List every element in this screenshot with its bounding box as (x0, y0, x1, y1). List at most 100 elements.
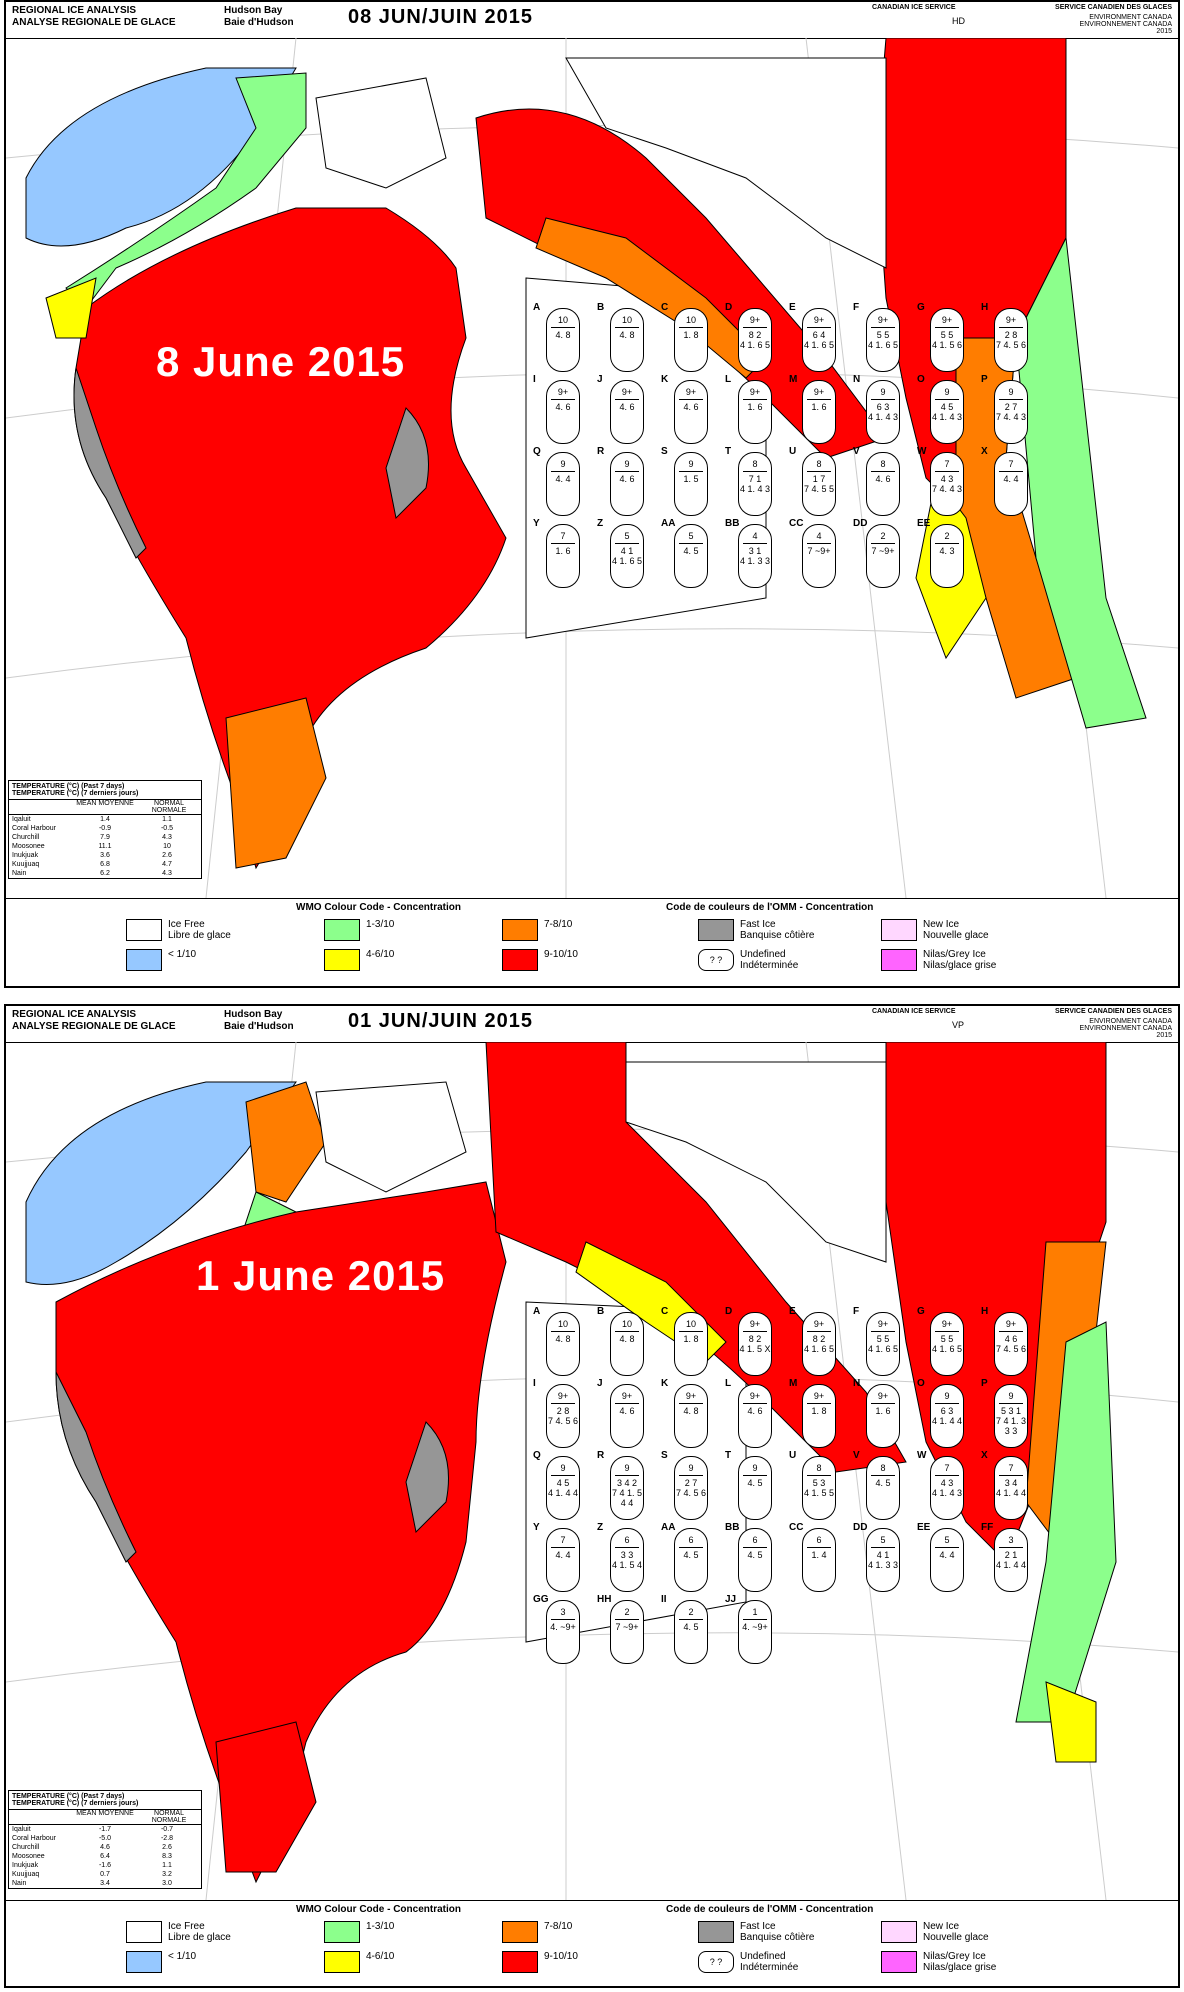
fast-ice-belcher (385, 407, 429, 520)
egg-stage-form: 4. 3 (939, 546, 955, 556)
egg-code: N 9+ 1. 6 (853, 1379, 900, 1448)
egg-id: EE (917, 518, 931, 529)
region-name: Hudson Bay Baie d'Hudson (224, 1009, 294, 1033)
egg-code: GG 3 4. ~9+ (533, 1595, 580, 1664)
egg-code: II 2 4. 5 (661, 1595, 708, 1664)
egg-partial: 3 4 2 (616, 1478, 638, 1488)
egg-concentration: 4 (816, 531, 822, 541)
egg-code: J 9+ 4. 6 (597, 1379, 644, 1448)
baffin-island (625, 1061, 887, 1263)
egg-partial: 4 5 (556, 1478, 570, 1488)
egg-concentration: 9+ (685, 1391, 697, 1401)
egg-code: Y 7 1. 6 (533, 519, 580, 588)
egg-stage-form: 4 1. 6 5 (611, 556, 643, 566)
service-block: CANADIAN ICE SERVICE SERVICE CANADIEN DE… (872, 1008, 1172, 1039)
labrador-yellow-band (1045, 1681, 1097, 1763)
egg-id: V (853, 1450, 860, 1461)
legend-label: New Ice Nouvelle glace (923, 1921, 989, 1943)
egg-divider (679, 471, 703, 472)
egg-code: K 9+ 4. 8 (661, 1379, 708, 1448)
egg-id: A (533, 1306, 541, 1317)
egg-id: E (789, 1306, 796, 1317)
chart-header: REGIONAL ICE ANALYSIS ANALYSE REGIONALE … (6, 1006, 1178, 1043)
egg-id: AA (661, 1522, 676, 1533)
egg-concentration: 9 (880, 387, 886, 397)
egg-stage-form: 4 1. 6 5 (803, 340, 835, 350)
egg-stage-form: 1. 6 (875, 1406, 891, 1416)
egg-id: BB (725, 1522, 740, 1533)
egg-partial: 2 1 (1004, 1550, 1018, 1560)
egg-divider (871, 1547, 895, 1548)
egg-id: T (725, 1450, 732, 1461)
egg-concentration: 9 (688, 1463, 694, 1473)
legend-swatch (126, 919, 162, 941)
egg-concentration: 7 (944, 1463, 950, 1473)
egg-stage-form: 4 1. 5 X (739, 1344, 771, 1354)
date-overlay-label: 1 June 2015 (196, 1252, 446, 1299)
egg-id: AA (661, 518, 676, 529)
egg-code: B 10 4. 8 (597, 303, 644, 372)
egg-partial: 3 4 (1004, 1478, 1018, 1488)
normal-temp: -0.7 (160, 1826, 174, 1833)
temperature-table: TEMPERATURE (°C) (Past 7 days) TEMPERATU… (8, 1790, 202, 1889)
temperature-row: Kuujjuaq 0.7 3.2 (9, 1870, 201, 1879)
egg-stage-form: 4. 8 (683, 1406, 699, 1416)
temperature-row: Coral Harbour -0.9 -0.5 (9, 824, 201, 833)
egg-divider (679, 1403, 703, 1404)
egg-stage-form: 4 1. 5 4 (611, 1560, 643, 1570)
egg-partial: 5 5 (876, 330, 890, 340)
egg-concentration: 1 (752, 1607, 758, 1617)
egg-concentration: 4 (752, 531, 758, 541)
legend-label: 9-10/10 (544, 1951, 578, 1962)
temp-title-en: TEMPERATURE (°C) (Past 7 days) (12, 783, 125, 790)
mean-temp: 3.6 (100, 852, 110, 859)
orange-zone-nw (245, 1081, 327, 1203)
env-fr: ENVIRONNEMENT CANADA (1079, 1025, 1172, 1032)
mean-temp: -0.9 (98, 825, 112, 832)
station-name: Kuujjuaq (12, 861, 40, 868)
egg-partial: 5 3 1 (1000, 1406, 1022, 1416)
egg-partial: 6 4 (812, 330, 826, 340)
mean-temp: 7.9 (100, 834, 110, 841)
egg-concentration: 9+ (1005, 315, 1017, 325)
station-name: Iqaluit (12, 1826, 31, 1833)
title-en: REGIONAL ICE ANALYSIS (12, 1009, 137, 1020)
region-fr: Baie d'Hudson (224, 17, 294, 28)
egg-stage-form: 4. ~9+ (550, 1622, 576, 1632)
egg-id: JJ (725, 1594, 737, 1605)
egg-id: J (597, 1378, 603, 1389)
station-name: Coral Harbour (12, 825, 56, 832)
egg-divider (999, 1547, 1023, 1548)
legend-label: 4-6/10 (366, 949, 395, 960)
egg-stage-form: 4 1. 4 3 (931, 1488, 963, 1498)
legend-label: Nilas/Grey Ice Nilas/glace grise (923, 1951, 997, 1973)
egg-code: T 9 4. 5 (725, 1451, 772, 1520)
egg-id: G (917, 302, 925, 313)
temperature-row: Iqaluit 1.4 1.1 (9, 815, 201, 824)
legend-swatch (324, 1951, 360, 1973)
egg-stage-form: 7 4. 4 3 (995, 412, 1027, 422)
egg-stage-form: 4 1. 4 4 (995, 1560, 1027, 1570)
egg-code: K 9+ 4. 6 (661, 375, 708, 444)
egg-divider (743, 1331, 767, 1332)
egg-divider (679, 399, 703, 400)
temperature-row: Moosonee 11.1 10 (9, 842, 201, 851)
egg-code: R 9 4. 6 (597, 447, 644, 516)
egg-concentration: 9 (944, 387, 950, 397)
col-normal: NORMAL NORMALE (151, 800, 187, 814)
egg-stage-form: 4. 5 (747, 1550, 763, 1560)
egg-divider (871, 399, 895, 400)
ice-chart-panel-bottom: REGIONAL ICE ANALYSIS ANALYSE REGIONALE … (4, 1004, 1180, 1988)
egg-divider (743, 1403, 767, 1404)
egg-code: C 10 1. 8 (661, 303, 708, 372)
egg-stage-form: 4. 4 (1003, 474, 1019, 484)
egg-id: S (661, 446, 668, 457)
station-name: Nain (12, 870, 27, 877)
egg-concentration: 10 (557, 315, 568, 325)
